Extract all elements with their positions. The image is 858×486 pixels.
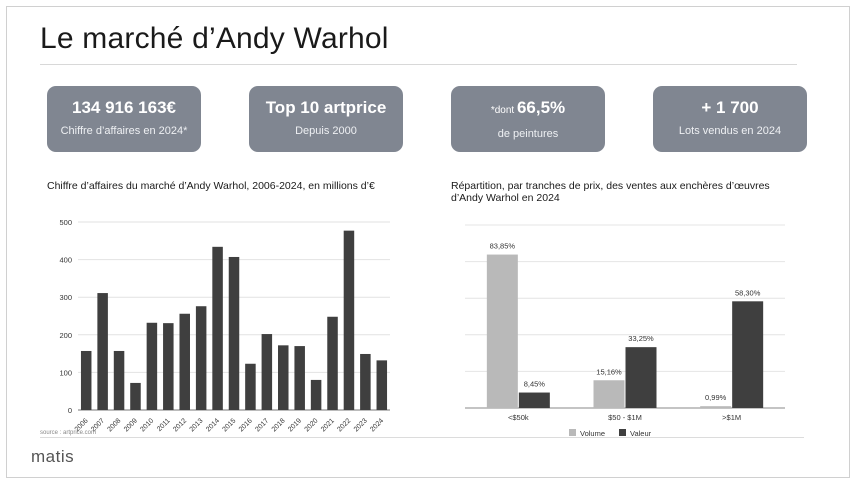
data-label: 33,25% bbox=[628, 334, 654, 343]
kpi-card-lots: + 1 700 Lots vendus en 2024 bbox=[653, 86, 807, 152]
kpi-card-revenue: 134 916 163€ Chiffre d’affaires en 2024* bbox=[47, 86, 201, 152]
kpi-value: Top 10 artprice bbox=[265, 98, 387, 117]
x-tick-label: 2012 bbox=[172, 417, 188, 433]
bar-valeur bbox=[518, 392, 550, 408]
data-label: 8,45% bbox=[524, 380, 546, 389]
kpi-label: Depuis 2000 bbox=[295, 125, 357, 137]
legend-label: Volume bbox=[580, 429, 605, 438]
kpi-card-paintings: *dont 66,5% de peintures bbox=[451, 86, 605, 152]
data-label: 83,85% bbox=[490, 242, 516, 251]
bar bbox=[130, 382, 141, 410]
bar bbox=[327, 316, 338, 410]
x-tick-label: 2019 bbox=[287, 417, 303, 433]
kpi-label: de peintures bbox=[497, 128, 559, 140]
title-divider bbox=[40, 64, 797, 65]
x-tick-label: 2011 bbox=[156, 417, 172, 433]
source-note: source : artprice.com bbox=[40, 430, 97, 436]
bar bbox=[343, 230, 355, 410]
x-tick-label: 2020 bbox=[304, 417, 320, 433]
kpi-value: 134 916 163€ bbox=[72, 98, 176, 117]
data-label: 15,16% bbox=[596, 367, 622, 376]
x-tick-label: 2017 bbox=[254, 417, 270, 433]
x-tick-label: 2008 bbox=[107, 417, 123, 433]
kpi-label: Lots vendus en 2024 bbox=[678, 125, 782, 137]
y-tick-label: 300 bbox=[59, 293, 72, 302]
x-tick-label: 2013 bbox=[189, 417, 205, 433]
bar bbox=[212, 246, 223, 410]
legend-swatch bbox=[569, 429, 576, 436]
bar bbox=[97, 293, 108, 410]
bar bbox=[80, 350, 92, 410]
kpi-card-ranking: Top 10 artprice Depuis 2000 bbox=[249, 86, 403, 152]
bar bbox=[179, 313, 190, 410]
bar bbox=[146, 322, 158, 410]
bar bbox=[195, 306, 207, 410]
y-tick-label: 400 bbox=[59, 256, 72, 265]
x-tick-label: 2010 bbox=[139, 417, 155, 433]
kpi-value: 66,5% bbox=[516, 98, 566, 117]
bar bbox=[228, 256, 240, 410]
x-tick-label: 2022 bbox=[336, 417, 352, 433]
x-tick-label: $50 - $1M bbox=[608, 413, 642, 422]
y-tick-label: 100 bbox=[59, 368, 72, 377]
bar bbox=[261, 334, 273, 410]
x-tick-label: 2024 bbox=[369, 417, 385, 433]
bar bbox=[113, 350, 125, 410]
bar bbox=[310, 379, 322, 410]
bar-volume bbox=[486, 254, 518, 408]
kpi-label: Chiffre d’affaires en 2024* bbox=[60, 125, 188, 137]
bar bbox=[360, 353, 371, 410]
page-title: Le marché d’Andy Warhol bbox=[40, 22, 389, 55]
x-tick-label: 2021 bbox=[320, 417, 336, 433]
legend-label: Valeur bbox=[630, 429, 652, 438]
y-tick-label: 500 bbox=[59, 218, 72, 227]
y-tick-label: 200 bbox=[59, 331, 72, 340]
bar bbox=[245, 363, 256, 410]
bar-volume bbox=[593, 380, 625, 408]
bar bbox=[278, 345, 289, 410]
x-tick-label: 2009 bbox=[123, 417, 139, 433]
bar-volume bbox=[700, 406, 732, 408]
distribution-chart-title: Répartition, par tranches de prix, des v… bbox=[451, 180, 770, 204]
bar-valeur bbox=[625, 347, 657, 408]
x-tick-label: 2023 bbox=[353, 417, 369, 433]
x-tick-label: 2015 bbox=[221, 417, 237, 433]
x-tick-label: 2016 bbox=[238, 417, 254, 433]
kpi-value: + 1 700 bbox=[701, 98, 759, 117]
matis-logo: matis bbox=[31, 447, 75, 466]
x-tick-label: >$1M bbox=[722, 413, 741, 422]
bar bbox=[294, 346, 305, 410]
revenue-chart-title: Chiffre d’affaires du marché d’Andy Warh… bbox=[47, 180, 375, 192]
distribution-bar-chart: 83,85% 8,45% <$50k 15,16% 33,25% $50 - $1M 0,9… bbox=[465, 224, 785, 438]
x-tick-label: <$50k bbox=[508, 413, 529, 422]
kpi-prefix: *dont bbox=[490, 105, 517, 116]
legend-swatch bbox=[619, 429, 626, 436]
data-label: 58,30% bbox=[735, 288, 761, 297]
bar bbox=[376, 360, 388, 410]
x-tick-label: 2014 bbox=[205, 417, 221, 433]
data-label: 0,99% bbox=[705, 393, 727, 402]
footer-divider bbox=[40, 437, 804, 438]
bar bbox=[163, 323, 174, 410]
bar-valeur bbox=[732, 301, 764, 408]
y-tick-label: 0 bbox=[68, 406, 72, 415]
x-tick-label: 2018 bbox=[271, 417, 287, 433]
